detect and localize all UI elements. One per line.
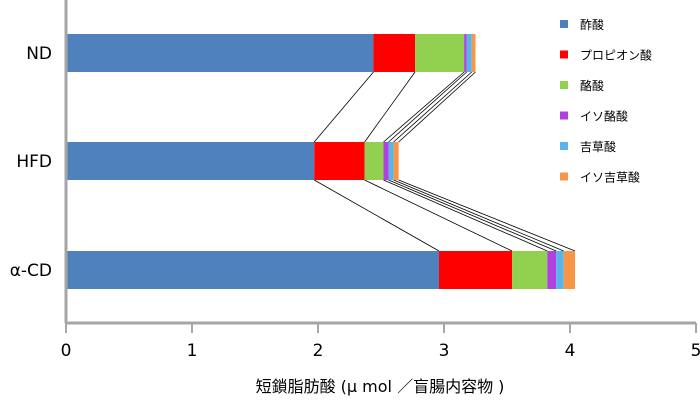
x-tick-labels: 0 1 2 3 4 5 — [61, 341, 700, 361]
connector-lines — [313, 71, 576, 252]
bar-segment — [464, 34, 467, 72]
y-category-labels: ND HFD α-CD — [10, 44, 52, 281]
bar-segment — [66, 34, 374, 72]
legend-label: イソ酪酸 — [580, 109, 628, 124]
legend-swatch — [560, 50, 568, 59]
bar-segment — [512, 251, 548, 289]
connector-line — [398, 71, 476, 143]
y-category-label: HFD — [16, 152, 52, 172]
connector-line — [398, 179, 576, 252]
connector-line — [383, 71, 465, 143]
bars — [66, 34, 576, 289]
connector-line — [364, 71, 416, 143]
x-tick-label: 4 — [565, 341, 576, 361]
bar-segment — [563, 251, 576, 289]
x-axis-title: 短鎖脂肪酸 (μ mol ／盲腸内容物 ) — [256, 377, 505, 396]
legend-swatch — [560, 20, 568, 28]
bar-segment — [438, 251, 513, 289]
bar-segment — [373, 34, 416, 72]
bar-segment — [471, 34, 476, 72]
legend-swatch — [560, 81, 568, 89]
bar-segment — [388, 142, 394, 180]
connector-line — [388, 179, 557, 252]
connector-line — [314, 179, 440, 252]
x-tick-label: 2 — [313, 341, 324, 361]
y-category-label: α-CD — [10, 261, 52, 281]
x-tick-label: 5 — [691, 341, 700, 361]
x-tick-label: 1 — [187, 341, 198, 361]
connector-line — [393, 179, 564, 252]
bar-segment — [66, 142, 315, 180]
legend-swatch — [560, 172, 568, 181]
bar-segment — [466, 34, 472, 72]
connector-line — [313, 71, 374, 143]
bar-segment — [415, 34, 465, 72]
bar-segment — [393, 142, 399, 180]
y-category-label: ND — [26, 44, 52, 64]
legend-label: プロピオン酸 — [580, 48, 652, 63]
connector-line — [393, 71, 472, 143]
legend-label: 吉草酸 — [580, 139, 616, 154]
legend-label: 酪酸 — [580, 78, 604, 93]
x-tick-label: 3 — [439, 341, 450, 361]
bar-segment — [66, 251, 439, 289]
bar-segment — [556, 251, 564, 289]
connector-line — [388, 71, 467, 143]
bar-segment — [383, 142, 389, 180]
legend-label: イソ吉草酸 — [580, 170, 640, 185]
legend-swatch — [560, 111, 568, 120]
connector-line — [383, 179, 548, 252]
bar-segment — [364, 142, 384, 180]
bar-segment — [547, 251, 557, 289]
bar-segment — [314, 142, 365, 180]
legend-swatch — [560, 142, 568, 150]
x-tick-marks — [65, 323, 697, 333]
connector-line — [364, 179, 513, 252]
x-tick-label: 0 — [61, 341, 72, 361]
legend-label: 酢酸 — [580, 17, 604, 32]
